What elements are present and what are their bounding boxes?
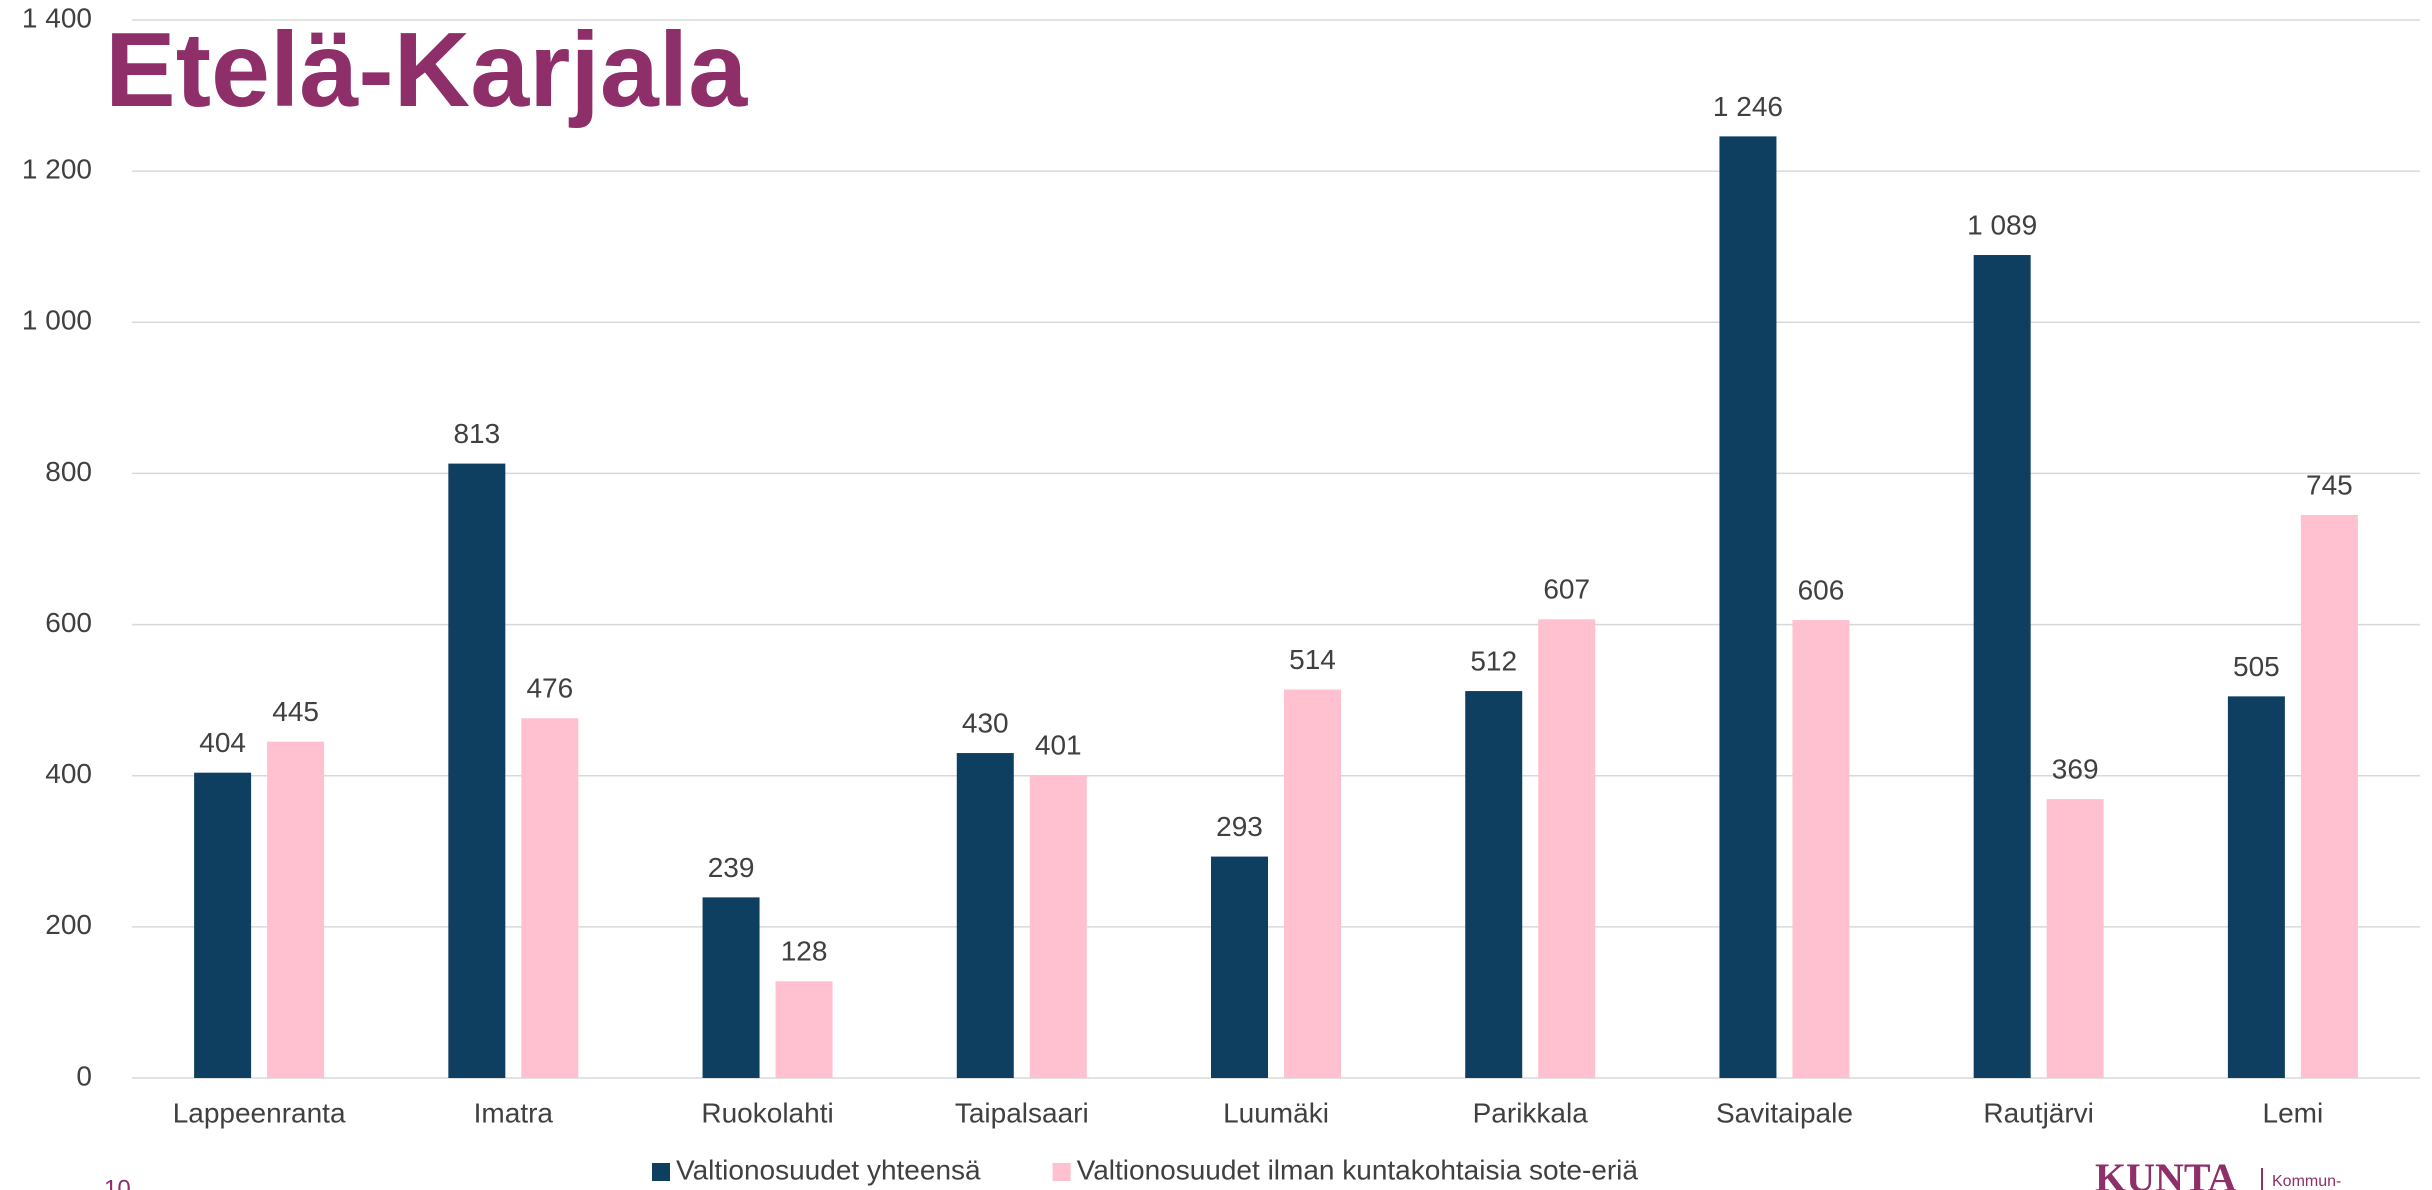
bar (1465, 691, 1523, 1078)
bar (267, 741, 325, 1078)
data-label: 401 (1035, 729, 1082, 760)
bar (194, 772, 252, 1078)
bar (2300, 514, 2358, 1078)
x-tick-label: Taipalsaari (955, 1097, 1089, 1128)
x-tick-label: Lappeenranta (173, 1097, 346, 1128)
bar (956, 753, 1014, 1078)
x-tick-label: Savitaipale (1716, 1097, 1853, 1128)
y-tick-label: 800 (45, 456, 92, 487)
data-label: 813 (453, 418, 500, 449)
data-label: 369 (2052, 754, 2099, 785)
bar (448, 463, 506, 1079)
bar (1538, 619, 1596, 1078)
legend-swatch (652, 1163, 670, 1181)
bar (1029, 774, 1087, 1078)
bar (1719, 136, 1777, 1078)
y-tick-label: 1 000 (22, 305, 92, 336)
data-label: 512 (1470, 645, 1517, 676)
data-label: 430 (962, 707, 1009, 738)
logo-sub: Kommun- (2272, 1173, 2341, 1190)
bar (2227, 696, 2285, 1078)
legend-swatch (1052, 1163, 1071, 1181)
page-number: 10 (104, 1175, 131, 1190)
data-label: 505 (2233, 651, 2280, 682)
bar (2046, 799, 2104, 1078)
bar (1211, 856, 1268, 1078)
x-tick-label: Ruokolahti (701, 1097, 833, 1128)
legend-label: Valtionosuudet yhteensä (676, 1154, 981, 1185)
data-label: 239 (708, 852, 755, 883)
y-tick-label: 400 (45, 758, 92, 789)
bar (1973, 255, 2031, 1078)
bar (702, 897, 760, 1078)
data-label: 445 (272, 696, 319, 727)
bar (775, 981, 833, 1078)
bar (521, 718, 579, 1078)
data-label: 128 (781, 936, 828, 967)
x-tick-label: Rautjärvi (1983, 1097, 2093, 1128)
y-tick-label: 0 (76, 1060, 92, 1091)
chart-title: Etelä-Karjala (105, 11, 748, 129)
data-label: 1 089 (1967, 209, 2037, 240)
y-tick-label: 1 200 (22, 154, 92, 185)
x-tick-label: Parikkala (1473, 1097, 1589, 1128)
legend-label: Valtionosuudet ilman kuntakohtaisia sote… (1077, 1154, 1639, 1185)
x-tick-label: Imatra (474, 1097, 554, 1128)
data-label: 293 (1216, 811, 1263, 842)
logo: KUNTA (2095, 1155, 2237, 1190)
data-label: 404 (199, 727, 246, 758)
data-label: 1 246 (1713, 91, 1783, 122)
x-tick-label: Luumäki (1223, 1097, 1329, 1128)
y-tick-label: 1 400 (22, 2, 92, 33)
data-label: 476 (526, 673, 573, 704)
y-tick-label: 200 (45, 909, 92, 940)
data-label: 514 (1289, 644, 1336, 675)
y-tick-label: 600 (45, 607, 92, 638)
bar (1284, 689, 1341, 1078)
data-label: 607 (1543, 574, 1590, 605)
x-tick-label: Lemi (2263, 1097, 2324, 1128)
bar (1792, 620, 1850, 1078)
data-label: 606 (1798, 574, 1845, 605)
data-label: 745 (2306, 469, 2353, 500)
